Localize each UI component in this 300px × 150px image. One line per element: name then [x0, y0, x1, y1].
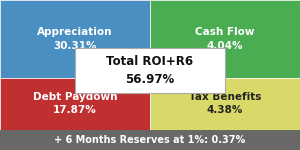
Bar: [75, 48, 225, 93]
Bar: [0, 78, 150, 130]
Text: + 6 Months Reserves at 1%: 0.37%: + 6 Months Reserves at 1%: 0.37%: [54, 135, 246, 145]
Bar: [150, 0, 300, 78]
Bar: [0, 130, 300, 150]
Text: Cash Flow
4.04%: Cash Flow 4.04%: [195, 27, 255, 51]
Text: Debt Paydown
17.87%: Debt Paydown 17.87%: [33, 92, 117, 116]
Text: Total ROI+R6
56.97%: Total ROI+R6 56.97%: [106, 55, 194, 86]
Bar: [0, 0, 150, 78]
Text: Tax Benefits
4.38%: Tax Benefits 4.38%: [189, 92, 261, 116]
Text: Appreciation
30.31%: Appreciation 30.31%: [37, 27, 113, 51]
Bar: [150, 78, 300, 130]
